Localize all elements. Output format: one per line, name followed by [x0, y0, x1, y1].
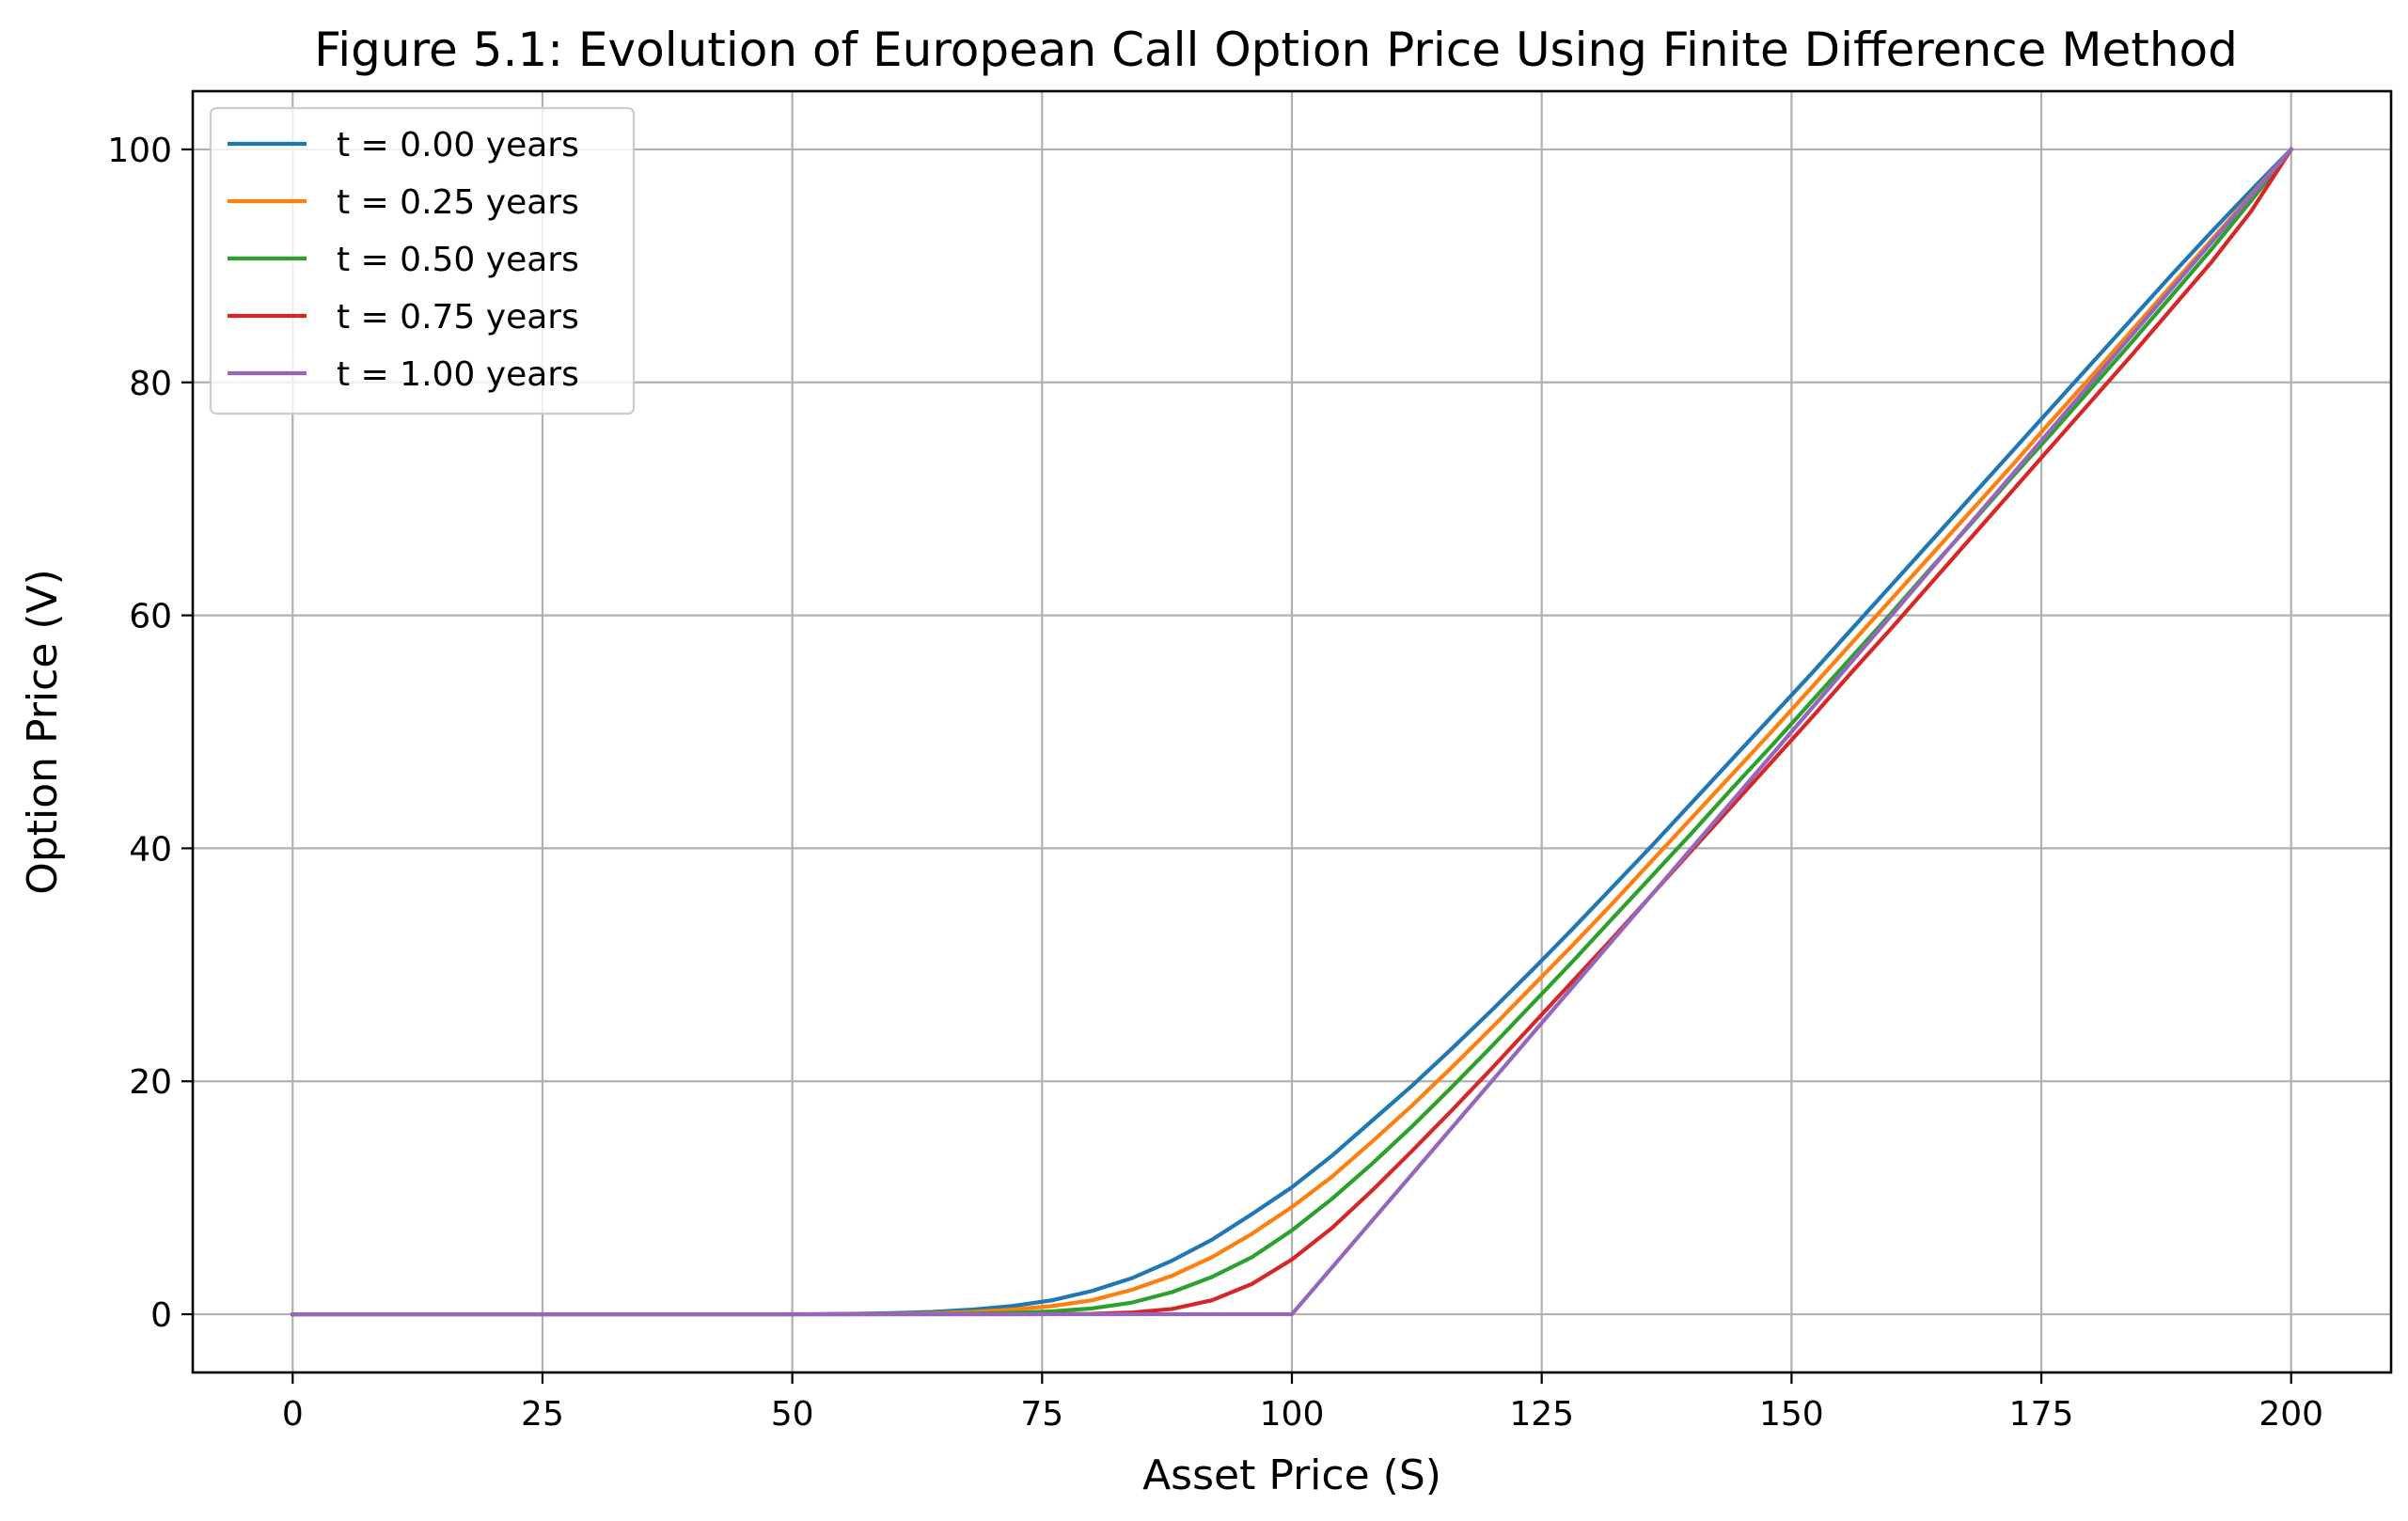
x-tick-label: 50: [771, 1395, 814, 1434]
x-tick-label: 75: [1020, 1395, 1063, 1434]
y-tick-label: 60: [129, 598, 172, 636]
x-axis: 0 25 50 75 100 125 150 175 200: [282, 1372, 2323, 1434]
legend-entry: t = 0.75 years: [337, 298, 579, 337]
x-tick-label: 125: [1509, 1395, 1574, 1434]
x-tick-label: 0: [282, 1395, 304, 1434]
y-tick-label: 80: [129, 365, 172, 403]
y-tick-label: 0: [150, 1296, 172, 1335]
y-tick-label: 100: [107, 132, 172, 170]
x-tick-label: 25: [521, 1395, 564, 1434]
series-line-5: [291, 146, 2294, 1317]
legend-entry: t = 0.00 years: [337, 126, 579, 165]
legend-box: [209, 106, 636, 416]
legend-entry: t = 0.50 years: [337, 241, 579, 279]
x-axis-label: Asset Price (S): [1142, 1451, 1441, 1499]
x-tick-label: 200: [2258, 1395, 2323, 1434]
y-axis: 0 20 40 60 80 100: [107, 132, 193, 1335]
y-axis-label: Option Price (V): [19, 569, 67, 895]
series-layer: [291, 146, 2294, 1317]
chart-title: Figure 5.1: Evolution of European Call O…: [314, 23, 2238, 77]
legend-entry: t = 1.00 years: [337, 355, 579, 394]
y-tick-label: 40: [129, 830, 172, 869]
x-tick-label: 150: [1759, 1395, 1824, 1434]
legend-entry: t = 0.25 years: [337, 183, 579, 222]
y-tick-label: 20: [129, 1063, 172, 1102]
x-tick-label: 175: [2009, 1395, 2074, 1434]
x-tick-label: 100: [1260, 1395, 1325, 1434]
legend: t = 0.00 years t = 0.25 years t = 0.50 yea…: [209, 106, 636, 416]
